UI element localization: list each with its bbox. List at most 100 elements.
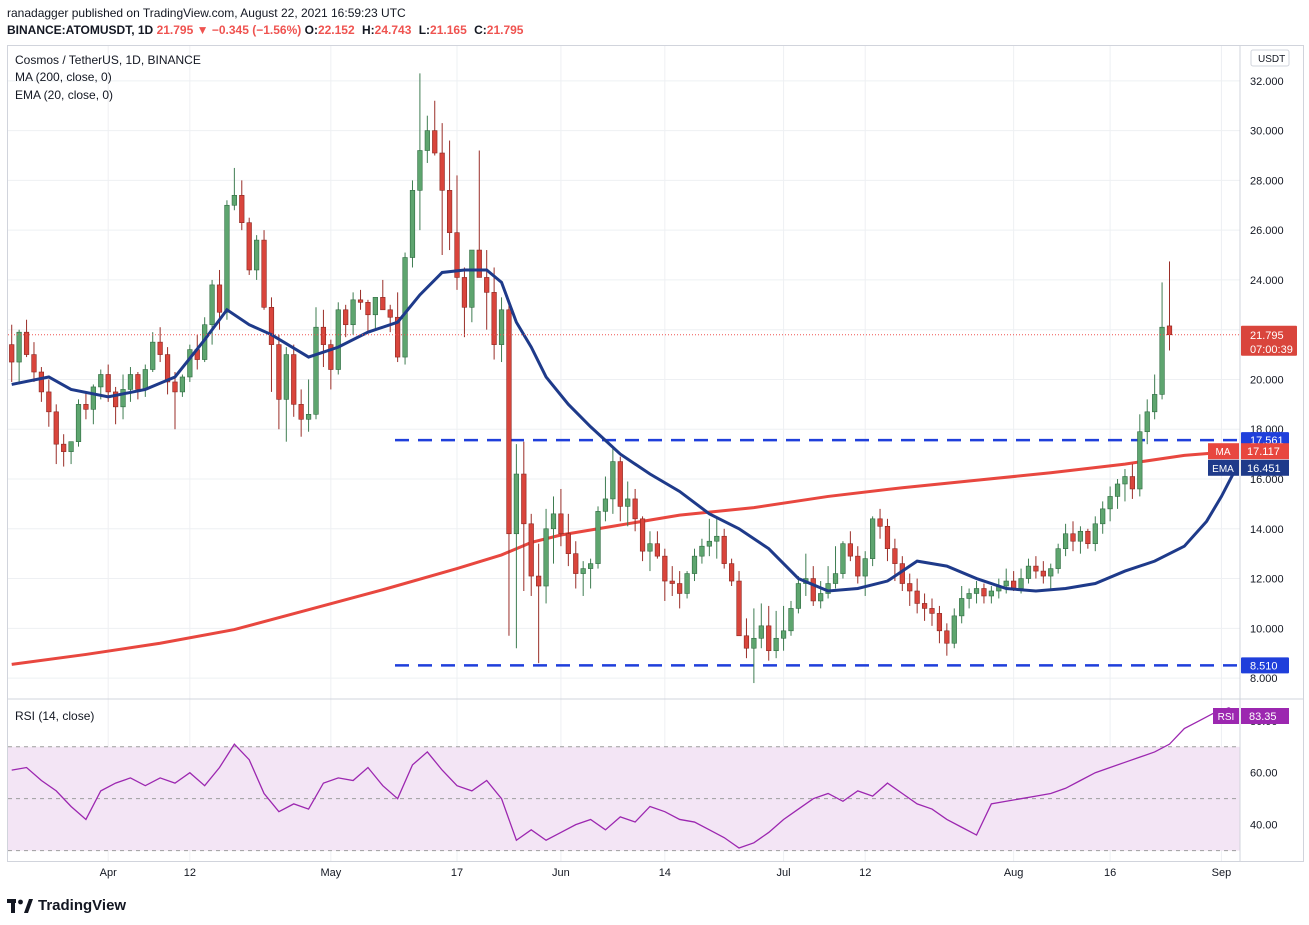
rsi-band — [8, 746, 1240, 852]
candle-body — [298, 404, 304, 420]
candle-body — [662, 555, 668, 582]
last-price-tag-countdown: 07:00:39 — [1250, 344, 1293, 356]
candle — [766, 605, 772, 661]
candle — [684, 571, 690, 599]
candle — [38, 367, 44, 402]
candle-body — [699, 545, 705, 557]
candle-body — [283, 354, 289, 400]
candle — [773, 610, 779, 659]
candle-body — [973, 588, 980, 594]
candle-body — [246, 222, 252, 271]
x-tick-label: Jul — [777, 867, 791, 879]
candle-body — [565, 533, 571, 554]
candle — [647, 531, 653, 572]
candle — [639, 516, 646, 562]
candle-body — [261, 239, 267, 308]
candle — [357, 289, 364, 310]
candle-body — [395, 316, 401, 358]
candle-body — [498, 309, 505, 345]
candle-body — [1100, 508, 1106, 525]
candle — [914, 578, 920, 614]
high-label: H: — [362, 23, 375, 37]
candle — [83, 391, 89, 420]
rsi-tick-label: 60.00 — [1250, 768, 1278, 780]
candle — [721, 528, 727, 569]
candle — [484, 250, 490, 330]
candle — [157, 327, 163, 363]
close-label: C: — [474, 23, 487, 37]
candle — [476, 150, 482, 278]
candle-body — [53, 411, 59, 445]
candle — [283, 347, 289, 442]
candle — [491, 267, 497, 360]
down-arrow-icon: ▼ — [196, 23, 209, 37]
candle-body — [439, 152, 445, 191]
x-tick-label: Apr — [100, 867, 117, 879]
candle — [127, 367, 134, 402]
candle-body — [921, 603, 928, 609]
legend-ma: MA (200, close, 0) — [15, 70, 112, 84]
candle — [68, 441, 74, 465]
candle-body — [380, 297, 386, 311]
candle — [461, 267, 468, 338]
candle — [343, 304, 349, 338]
candle-body — [573, 553, 579, 574]
candle-body — [31, 354, 37, 373]
rsi-tag-value: 83.35 — [1249, 711, 1277, 723]
candle — [61, 434, 67, 467]
candle — [276, 334, 282, 430]
candle-body — [870, 518, 876, 559]
candle — [944, 623, 950, 656]
candle — [1033, 556, 1039, 579]
candle — [706, 518, 712, 557]
x-tick-label: Aug — [1004, 867, 1024, 879]
candle — [142, 364, 148, 397]
candle-body — [929, 608, 935, 614]
candle — [90, 384, 96, 425]
candle-body — [387, 309, 393, 318]
candle — [840, 541, 846, 579]
y-tick-label: 30.000 — [1250, 126, 1284, 138]
candle-body — [216, 284, 223, 313]
candle-body — [1070, 533, 1076, 542]
candle-body — [1107, 496, 1113, 510]
candle — [803, 553, 809, 596]
candle — [402, 252, 408, 365]
candle-body — [766, 625, 772, 652]
candle-body — [68, 441, 74, 452]
x-tick-label: 12 — [859, 867, 871, 879]
x-tick-label: 14 — [659, 867, 671, 879]
candle-body — [936, 613, 943, 632]
tradingview-logo-icon — [7, 898, 33, 913]
candle — [1048, 563, 1054, 589]
x-tick-label: May — [320, 867, 341, 879]
candle-body — [328, 344, 334, 370]
tradingview-logo[interactable]: TradingView — [7, 897, 126, 914]
price-change-value: −0.345 (−1.56%) — [211, 23, 302, 37]
ema20-layer — [11, 268, 1238, 593]
candle — [23, 319, 30, 358]
candle — [1025, 558, 1032, 584]
candle — [795, 576, 802, 614]
candle — [1100, 501, 1106, 534]
candle — [936, 605, 943, 644]
candle-body — [461, 277, 468, 308]
candle — [409, 180, 416, 268]
ema-tag: EMA 16.451 — [1208, 459, 1289, 476]
candle-body — [506, 309, 512, 535]
candle — [929, 598, 935, 626]
candle — [335, 302, 341, 375]
candle-body — [959, 598, 965, 617]
candle — [172, 372, 178, 430]
candle-body — [105, 374, 111, 393]
rsi-tag-value-bg — [1241, 708, 1289, 724]
candle — [988, 586, 994, 604]
candle — [550, 496, 557, 564]
candle — [454, 175, 460, 290]
candle — [150, 332, 156, 372]
candle — [855, 546, 861, 584]
candle — [1092, 516, 1098, 552]
candle-body — [1166, 325, 1173, 336]
candle-body — [1114, 483, 1121, 497]
